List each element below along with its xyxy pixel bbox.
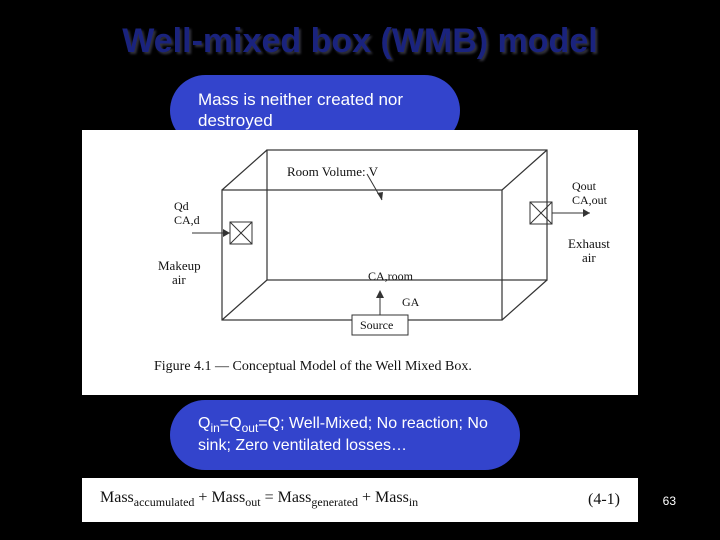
label-exhaust-1: Exhaust <box>568 236 610 251</box>
label-room-volume: Room Volume: V <box>287 164 379 179</box>
slide-number: 63 <box>663 494 676 508</box>
figure-panel: Room Volume: V Qd CA,d Makeup air Qout C… <box>82 130 638 395</box>
wmb-diagram: Room Volume: V Qd CA,d Makeup air Qout C… <box>82 130 638 395</box>
slide-title: Well-mixed box (WMB) model <box>0 22 720 61</box>
equation-panel: Massaccumulated + Massout = Massgenerate… <box>82 478 638 522</box>
label-caout: CA,out <box>572 193 608 207</box>
label-exhaust-2: air <box>582 250 596 265</box>
figure-caption: Figure 4.1 — Conceptual Model of the Wel… <box>154 359 472 374</box>
equation-lhs: Massaccumulated + Massout = Massgenerate… <box>100 489 418 510</box>
label-qout: Qout <box>572 179 597 193</box>
label-makeup-1: Makeup <box>158 258 201 273</box>
label-caroom: CA,room <box>368 269 414 283</box>
label-source: Source <box>360 318 393 332</box>
label-qd: Qd <box>174 199 189 213</box>
label-makeup-2: air <box>172 272 186 287</box>
callout-bottom: Qin=Qout=Q; Well-Mixed; No reaction; No … <box>170 400 520 470</box>
label-ga: GA <box>402 295 420 309</box>
equation-number: (4-1) <box>588 491 620 509</box>
label-cad: CA,d <box>174 213 200 227</box>
